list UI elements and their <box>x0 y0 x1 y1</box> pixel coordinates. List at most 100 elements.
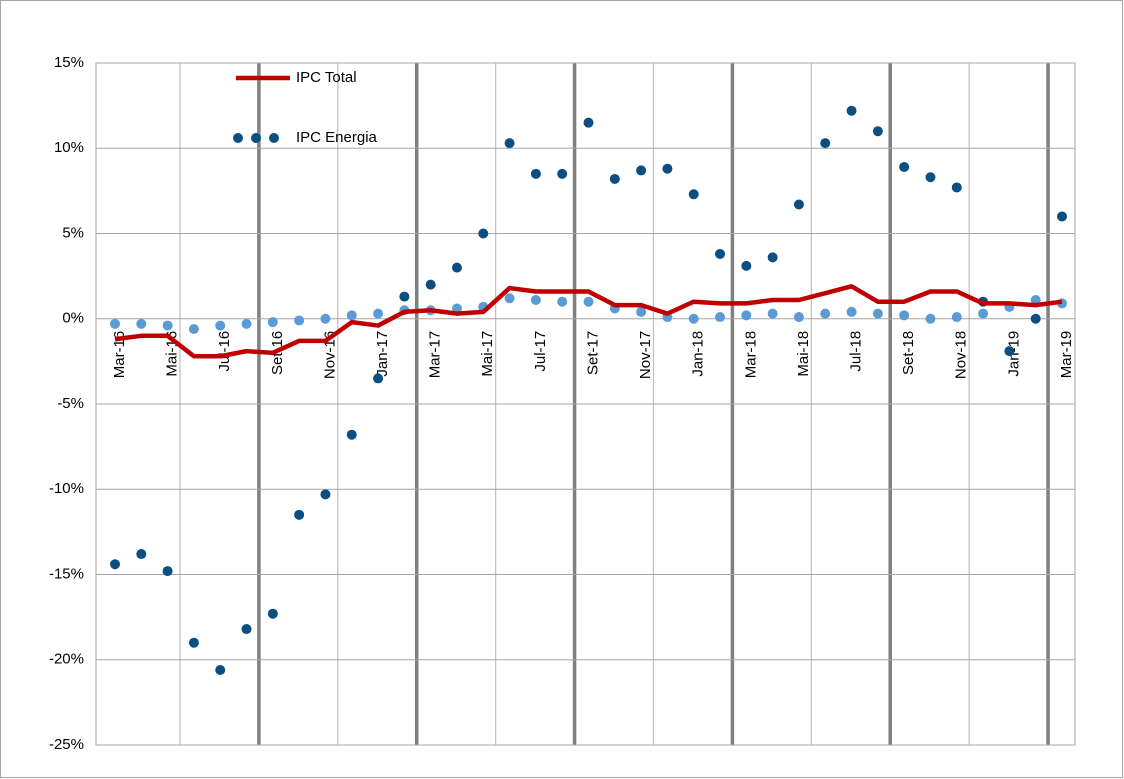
y-tick-label: 15% <box>54 54 84 71</box>
x-tick-label: Mar-18 <box>742 331 759 379</box>
data-point <box>294 509 305 520</box>
data-point <box>583 296 594 307</box>
y-tick-label: -15% <box>49 565 84 582</box>
data-point <box>1057 211 1067 222</box>
data-point <box>294 315 305 326</box>
data-point <box>215 320 226 331</box>
legend-label: IPC Total <box>296 69 357 86</box>
y-tick-label: -25% <box>49 736 84 753</box>
data-point <box>478 228 489 239</box>
y-tick-label: 10% <box>54 139 84 156</box>
y-tick-label: 5% <box>62 224 84 241</box>
data-point <box>609 173 620 184</box>
data-point <box>136 549 147 560</box>
data-point <box>110 559 120 570</box>
data-point <box>820 138 831 149</box>
data-point <box>636 165 647 176</box>
data-point <box>557 168 568 179</box>
legend-label: IPC Energia <box>296 129 378 146</box>
x-tick-label: Nov-17 <box>637 331 654 379</box>
data-point <box>715 312 726 323</box>
x-tick-label: Set-17 <box>584 331 601 375</box>
y-tick-label: -5% <box>57 395 84 412</box>
data-point <box>767 308 778 319</box>
data-point <box>346 429 357 440</box>
data-point <box>504 293 515 304</box>
data-point <box>110 318 120 329</box>
y-tick-label: -10% <box>49 480 84 497</box>
data-point <box>530 168 541 179</box>
data-point <box>951 182 962 193</box>
x-tick-label: Jul-18 <box>848 331 865 372</box>
legend-swatch <box>269 133 279 143</box>
data-point <box>241 318 252 329</box>
x-tick-label: Mai-18 <box>795 331 812 377</box>
x-tick-label: Jan-18 <box>690 331 707 377</box>
data-point <box>1004 346 1015 357</box>
x-tick-label: Jul-17 <box>532 331 549 372</box>
y-tick-label: -20% <box>49 651 84 668</box>
data-point <box>188 637 199 648</box>
x-tick-label: Set-18 <box>900 331 917 375</box>
data-point <box>451 262 462 273</box>
x-tick-label: Jan-19 <box>1005 331 1022 377</box>
data-point <box>530 294 541 305</box>
series-line <box>114 284 1063 359</box>
data-point <box>978 308 989 319</box>
data-point <box>1030 313 1041 324</box>
data-point <box>872 308 883 319</box>
data-point <box>846 306 857 317</box>
data-point <box>925 313 936 324</box>
data-point <box>951 312 962 323</box>
x-tick-label: Mai-17 <box>479 331 496 377</box>
x-tick-label: Jan-17 <box>374 331 391 377</box>
data-point <box>451 303 462 314</box>
data-point <box>899 162 910 173</box>
data-point <box>846 105 857 116</box>
data-point <box>925 172 936 183</box>
x-tick-label: Jul-16 <box>216 331 233 372</box>
x-tick-label: Mar-17 <box>427 331 444 379</box>
data-point <box>373 373 384 384</box>
legend-swatch <box>233 133 243 143</box>
x-tick-label: Mar-16 <box>111 331 128 379</box>
x-tick-label: Nov-18 <box>953 331 970 379</box>
data-point <box>820 308 831 319</box>
data-point <box>320 489 331 500</box>
data-point <box>767 252 778 263</box>
x-tick-label: Mar-19 <box>1058 331 1075 379</box>
data-point <box>215 664 226 675</box>
data-point <box>267 317 278 328</box>
data-point <box>715 248 726 259</box>
y-tick-label: 0% <box>62 310 84 327</box>
data-point <box>636 306 647 317</box>
data-point <box>136 318 147 329</box>
data-point <box>741 260 752 271</box>
data-point <box>162 320 173 331</box>
data-point <box>557 296 568 307</box>
data-point <box>688 189 699 200</box>
data-point <box>793 312 804 323</box>
data-point <box>899 310 910 321</box>
data-point <box>1030 294 1041 305</box>
data-point <box>504 138 515 149</box>
data-point <box>399 291 410 302</box>
data-point <box>741 310 752 321</box>
data-point <box>320 313 331 324</box>
plot-border <box>95 62 1076 746</box>
data-point <box>346 310 357 321</box>
data-point <box>872 126 883 137</box>
data-point <box>188 323 199 334</box>
data-point <box>662 163 673 174</box>
data-point <box>241 624 252 635</box>
data-point <box>583 117 594 128</box>
data-point <box>267 608 278 619</box>
data-point <box>373 308 384 319</box>
legend-swatch <box>251 133 261 143</box>
data-point <box>688 313 699 324</box>
data-point <box>425 279 436 290</box>
data-point <box>162 566 173 577</box>
data-point <box>793 199 804 210</box>
